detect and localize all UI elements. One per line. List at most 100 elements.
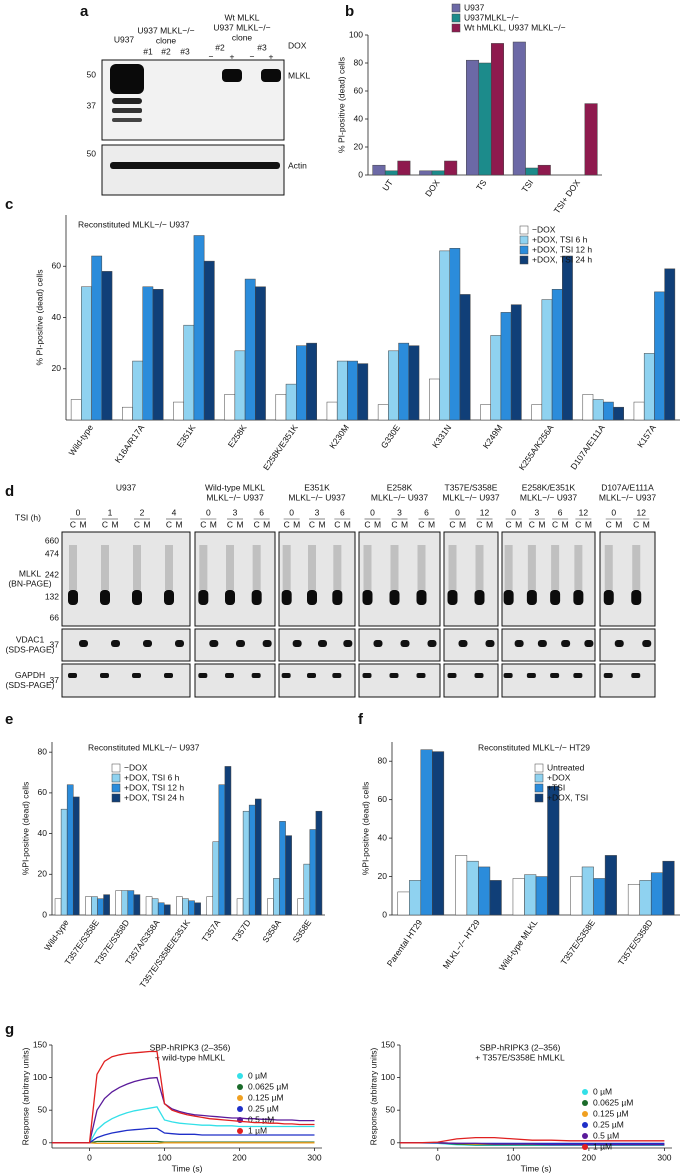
- bar: [633, 401, 645, 421]
- lane-label: C: [70, 519, 76, 529]
- lane-label: U937 MLKL−/−: [213, 22, 270, 32]
- time-label: 12: [637, 507, 647, 517]
- line: [52, 1050, 315, 1144]
- legend-marker: [237, 1128, 243, 1134]
- y-axis-label: Response (arbitrary units): [368, 1047, 378, 1145]
- lane-label: C: [200, 519, 206, 529]
- bar: [432, 751, 445, 916]
- band: [447, 673, 457, 678]
- lane-label: C: [134, 519, 140, 529]
- time-label: 0: [76, 507, 81, 517]
- legend-swatch: [534, 773, 544, 783]
- time-label: 4: [172, 507, 177, 517]
- group-label: D107A/E111A: [601, 482, 654, 492]
- lane-label: M: [111, 519, 118, 529]
- smear: [333, 545, 342, 590]
- legend-label: +DOX, TSI 6 h: [124, 772, 180, 782]
- lane-label: M: [318, 519, 325, 529]
- legend-marker: [237, 1095, 243, 1101]
- x-tick-label: 0: [435, 1152, 440, 1162]
- lane-label: +: [230, 51, 235, 61]
- band: [614, 640, 624, 647]
- lane-label: M: [79, 519, 86, 529]
- bar: [593, 878, 606, 916]
- lane-label: M: [344, 519, 351, 529]
- legend-label: +DOX, TSI: [547, 792, 588, 802]
- row-label: (SDS-PAGE): [6, 680, 55, 690]
- bar: [490, 335, 502, 421]
- time-label: 0: [611, 507, 616, 517]
- band: [474, 673, 484, 678]
- band: [362, 590, 373, 605]
- x-tick-label: TSI: [519, 178, 535, 195]
- bar: [81, 286, 92, 421]
- band: [251, 673, 261, 678]
- smear: [101, 545, 109, 590]
- legend-label: +DOX, TSI 12 h: [532, 244, 592, 254]
- band: [400, 640, 410, 647]
- bar: [151, 898, 159, 916]
- bar: [541, 299, 553, 421]
- band: [112, 118, 142, 122]
- axis-label: TSI (h): [15, 512, 41, 522]
- lane-label: +: [269, 51, 274, 61]
- bar: [551, 289, 563, 421]
- bar: [97, 898, 104, 916]
- bar: [604, 855, 617, 916]
- blot-frame: [101, 144, 285, 196]
- band: [132, 673, 141, 678]
- bar: [489, 880, 502, 916]
- y-axis-label: % PI-positive (dead) cells: [34, 270, 44, 366]
- x-tick-label: K16A/R17A: [113, 422, 147, 464]
- time-label: 6: [424, 507, 429, 517]
- legend-label: −DOX: [532, 224, 556, 234]
- lane-label: −: [250, 51, 255, 61]
- smear: [165, 545, 173, 590]
- bar: [420, 749, 433, 916]
- legend-swatch: [534, 763, 544, 773]
- smear: [252, 545, 261, 590]
- line: [52, 1076, 315, 1144]
- legend-label: 1 µM: [248, 1125, 267, 1135]
- bar: [408, 345, 420, 421]
- legend-label: +DOX, TSI 24 h: [124, 792, 184, 802]
- bar: [326, 401, 338, 421]
- y-tick-label: 40: [38, 828, 48, 838]
- legend-label: 0.0625 µM: [248, 1081, 288, 1091]
- band: [251, 590, 262, 605]
- subtitle: + T357E/S358E hMLKL: [475, 1052, 565, 1062]
- band: [307, 590, 317, 605]
- bar: [547, 785, 560, 916]
- time-label: 0: [289, 507, 294, 517]
- y-tick-label: 60: [52, 261, 62, 271]
- legend-label: −DOX: [124, 762, 148, 772]
- bar: [254, 798, 262, 916]
- subtitle: + wild-type hMLKL: [155, 1052, 225, 1062]
- smear: [527, 545, 536, 590]
- bar: [431, 170, 445, 176]
- lane-label: M: [615, 519, 622, 529]
- bar: [397, 160, 411, 176]
- band: [537, 640, 547, 647]
- bar: [193, 235, 205, 421]
- lane-label: C: [166, 519, 172, 529]
- band: [225, 673, 234, 678]
- group-label: E258K/E351K: [522, 482, 576, 492]
- group-label: MLKL−/− U937: [206, 492, 263, 502]
- bar: [224, 766, 232, 916]
- smear: [504, 545, 513, 590]
- title: SBP-hRIPK3 (2–356): [150, 1042, 231, 1052]
- smear: [69, 545, 77, 590]
- bar: [603, 401, 614, 421]
- legend-swatch: [451, 3, 461, 13]
- blot-frame: [358, 628, 441, 662]
- blot-frame: [194, 531, 276, 627]
- subtitle: Reconstituted MLKL−/− HT29: [478, 742, 590, 752]
- band: [198, 673, 208, 678]
- band: [112, 98, 142, 104]
- bar: [347, 360, 358, 421]
- smear: [390, 545, 399, 590]
- band: [584, 640, 594, 647]
- band: [343, 640, 353, 647]
- bar: [242, 810, 250, 916]
